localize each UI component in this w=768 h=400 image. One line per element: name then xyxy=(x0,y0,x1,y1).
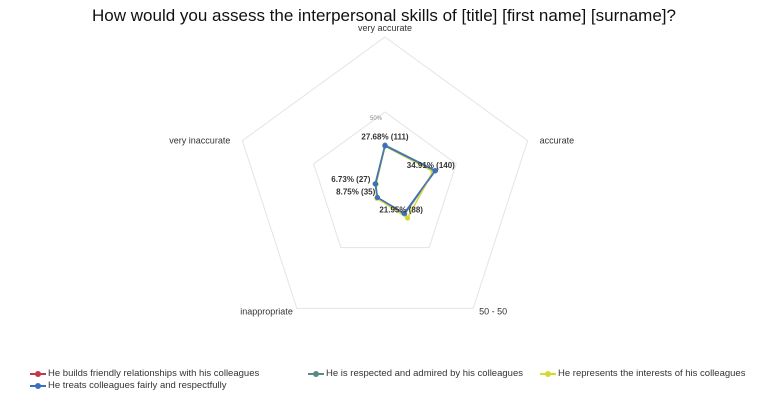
radar-data-labels: 27.68% (111) 34.91% (140) 21.95% (88) 8.75%… xyxy=(331,132,455,214)
data-label-50-50: 21.95% (88) xyxy=(379,206,423,215)
legend-label: He builds friendly relationships with hi… xyxy=(48,368,260,379)
series-4-point-very-accurate xyxy=(382,143,388,149)
chart-legend: He builds friendly relationships with hi… xyxy=(30,368,768,396)
data-label-accurate: 34.91% (140) xyxy=(407,161,455,170)
legend-marker-icon xyxy=(308,369,324,379)
chart-title: How would you assess the interpersonal s… xyxy=(92,6,676,25)
radar-outer-ring xyxy=(241,36,529,309)
legend-marker-icon xyxy=(540,369,556,379)
radar-chart: 50% very accurate accurate 50 - 50 inapprop… xyxy=(169,23,574,316)
ring-tick-label: 50% xyxy=(370,116,383,122)
axis-label-accurate: accurate xyxy=(540,136,575,146)
series-4 xyxy=(372,143,438,216)
legend-item-2[interactable]: He is respected and admired by his colle… xyxy=(308,368,523,379)
radar-series-layer xyxy=(372,142,439,221)
legend-label: He represents the interests of his colle… xyxy=(558,368,746,379)
legend-marker-icon xyxy=(30,369,46,379)
legend-marker-icon xyxy=(30,381,46,391)
series-line-4 xyxy=(374,144,437,215)
axis-label-inappropriate: inappropriate xyxy=(240,306,293,316)
data-label-very-inaccurate: 6.73% (27) xyxy=(331,175,370,184)
data-label-very-accurate: 27.68% (111) xyxy=(361,132,408,141)
series-3-point-50-50 xyxy=(404,215,411,221)
legend-label: He treats colleagues fairly and respectf… xyxy=(48,380,227,391)
axis-label-very-accurate: very accurate xyxy=(358,23,412,33)
axis-label-50-50: 50 - 50 xyxy=(479,306,507,316)
radar-inner-ring xyxy=(313,111,457,249)
radar-grid: 50% xyxy=(241,36,529,309)
legend-item-3[interactable]: He represents the interests of his colle… xyxy=(540,368,745,379)
legend-label: He is respected and admired by his colle… xyxy=(326,368,523,379)
series-4-point-inappropriate xyxy=(374,194,381,201)
legend-item-4[interactable]: He treats colleagues fairly and respectf… xyxy=(30,380,226,391)
legend-item-1[interactable]: He builds friendly relationships with hi… xyxy=(30,368,259,379)
data-label-inappropriate: 8.75% (35) xyxy=(336,188,375,197)
radar-axis-labels: very accurate accurate 50 - 50 inappropriat… xyxy=(169,23,574,316)
series-4-point-accurate xyxy=(432,168,438,174)
series-4-point-50-50 xyxy=(401,210,407,216)
axis-label-very-inaccurate: very inaccurate xyxy=(169,136,230,146)
series-4-point-very-inaccurate xyxy=(372,181,379,187)
